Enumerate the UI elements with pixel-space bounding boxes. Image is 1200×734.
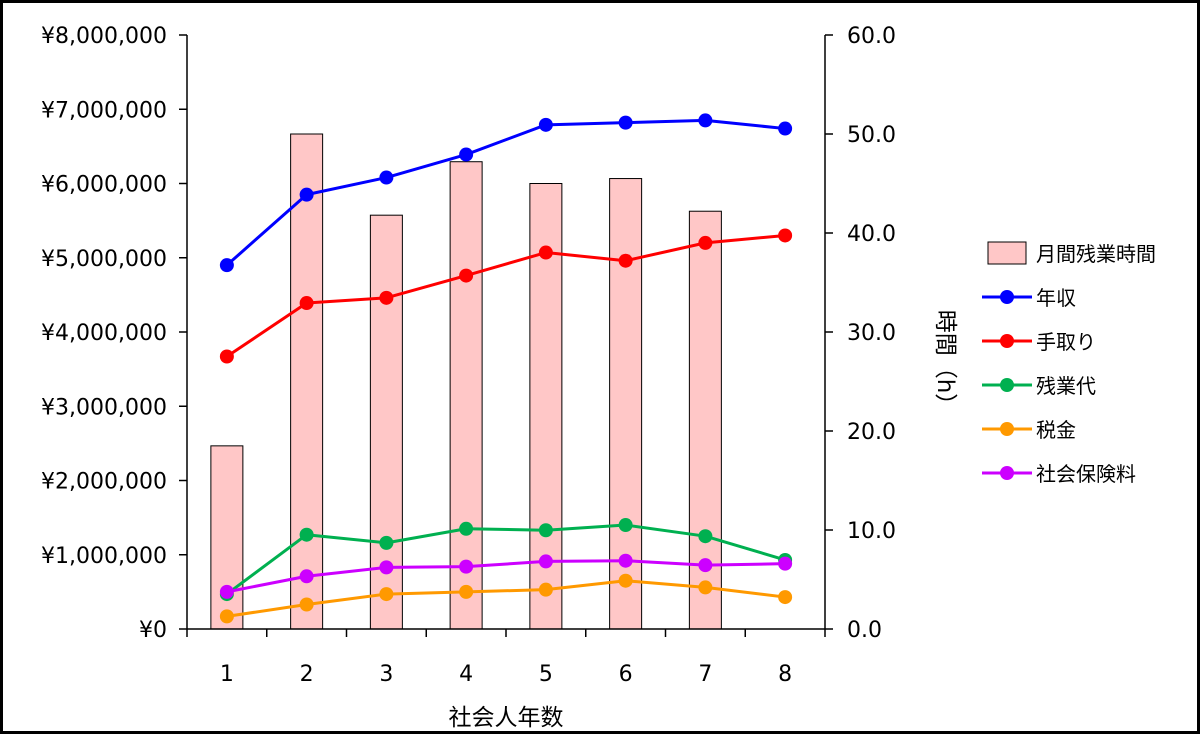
point-手取り-4 (459, 268, 474, 283)
bar-overtime-6 (609, 178, 643, 630)
axes-layer (179, 34, 833, 637)
point-年収-4 (459, 147, 474, 162)
line-税金 (226, 579, 786, 618)
point-税金-4 (459, 584, 474, 599)
x-tick-label: 2 (300, 662, 314, 687)
legend-label: 残業代 (1036, 374, 1096, 398)
point-税金-8 (778, 590, 793, 605)
point-年収-7 (698, 113, 713, 128)
legend-label: 税金 (1036, 418, 1076, 442)
point-年収-8 (778, 121, 793, 136)
point-残業代-7 (698, 529, 713, 544)
legend-swatch-marker (1000, 334, 1014, 348)
legend-label: 社会保険料 (1036, 462, 1136, 486)
point-社会保険料-5 (538, 554, 553, 569)
line-社会保険料 (226, 559, 786, 594)
x-tick-label: 1 (220, 662, 234, 687)
y-left-tick-label: ¥0 (139, 618, 167, 643)
y-left-tick-label: ¥5,000,000 (41, 247, 167, 272)
y-left-tick-label: ¥8,000,000 (41, 24, 167, 49)
point-社会保険料-8 (778, 556, 793, 571)
point-手取り-3 (379, 290, 394, 305)
y-left-tick-label: ¥3,000,000 (41, 395, 167, 420)
point-残業代-4 (459, 521, 474, 536)
legend-swatch-marker (1000, 290, 1014, 304)
y-right-tick-label: 30.0 (847, 321, 896, 346)
point-税金-2 (299, 597, 314, 612)
legend-swatch-marker (1000, 466, 1014, 480)
y-right-tick-label: 40.0 (847, 222, 896, 247)
point-年収-1 (219, 258, 234, 273)
y-right-tick-label: 10.0 (847, 519, 896, 544)
bar-overtime-3 (369, 214, 403, 630)
x-tick-label: 4 (459, 662, 473, 687)
y-left-tick-label: ¥6,000,000 (41, 173, 167, 198)
line-手取り (226, 233, 786, 358)
point-社会保険料-2 (299, 569, 314, 584)
point-手取り-8 (778, 228, 793, 243)
line-年収 (225, 118, 786, 267)
point-手取り-1 (219, 349, 234, 364)
legend-label: 年収 (1036, 286, 1076, 310)
point-手取り-2 (299, 296, 314, 311)
point-手取り-5 (538, 245, 553, 260)
chart-canvas: ¥0 ¥1,000,000 ¥2,000,000 ¥3,000,000 ¥4,000,0… (41, 24, 1156, 731)
legend-swatch-marker (1000, 422, 1014, 436)
line-残業代 (225, 523, 786, 596)
point-税金-1 (219, 609, 234, 624)
y-left-tick-label: ¥2,000,000 (41, 470, 167, 495)
bars-layer (210, 133, 722, 630)
point-年収-5 (538, 117, 553, 132)
point-年収-2 (299, 187, 314, 202)
point-残業代-6 (618, 518, 633, 533)
point-残業代-2 (299, 527, 314, 542)
x-tick-label: 5 (539, 662, 553, 687)
bar-overtime-1 (210, 445, 244, 630)
bar-overtime-4 (449, 161, 483, 630)
point-税金-3 (379, 587, 394, 602)
y-left-tick-label: ¥4,000,000 (41, 321, 167, 346)
point-社会保険料-4 (459, 559, 474, 574)
y-left-tick-label: ¥7,000,000 (41, 98, 167, 123)
legend-swatch-bar (987, 241, 1027, 265)
y-right-tick-label: 20.0 (847, 420, 896, 445)
lines-layer (219, 113, 793, 624)
point-年収-6 (618, 115, 633, 130)
labels-layer: ¥0 ¥1,000,000 ¥2,000,000 ¥3,000,000 ¥4,000,0… (41, 24, 896, 687)
y-right-tick-label: 50.0 (847, 123, 896, 148)
bar-overtime-2 (290, 133, 324, 630)
legend-label: 月間残業時間 (1036, 242, 1156, 266)
y-left-tick-label: ¥1,000,000 (41, 544, 167, 569)
point-税金-5 (538, 582, 553, 597)
x-axis-title: 社会人年数 (449, 705, 564, 731)
point-社会保険料-7 (698, 558, 713, 573)
y-right-tick-label: 60.0 (847, 24, 896, 49)
x-tick-label: 3 (379, 662, 393, 687)
x-tick-label: 8 (778, 662, 792, 687)
point-残業代-3 (379, 535, 394, 550)
point-税金-7 (698, 580, 713, 595)
x-tick-label: 6 (619, 662, 633, 687)
legend-label: 手取り (1036, 330, 1096, 354)
point-社会保険料-3 (379, 560, 394, 575)
point-社会保険料-6 (618, 553, 633, 568)
point-税金-6 (618, 573, 633, 588)
point-年収-3 (379, 170, 394, 185)
point-手取り-7 (698, 235, 713, 250)
y-right-axis-title: 時間（h） (932, 310, 958, 417)
point-残業代-5 (538, 523, 553, 538)
point-社会保険料-1 (219, 584, 234, 599)
point-手取り-6 (618, 253, 633, 268)
x-tick-label: 7 (698, 662, 712, 687)
y-right-tick-label: 0.0 (847, 618, 882, 643)
legend-swatch-marker (1000, 378, 1014, 392)
